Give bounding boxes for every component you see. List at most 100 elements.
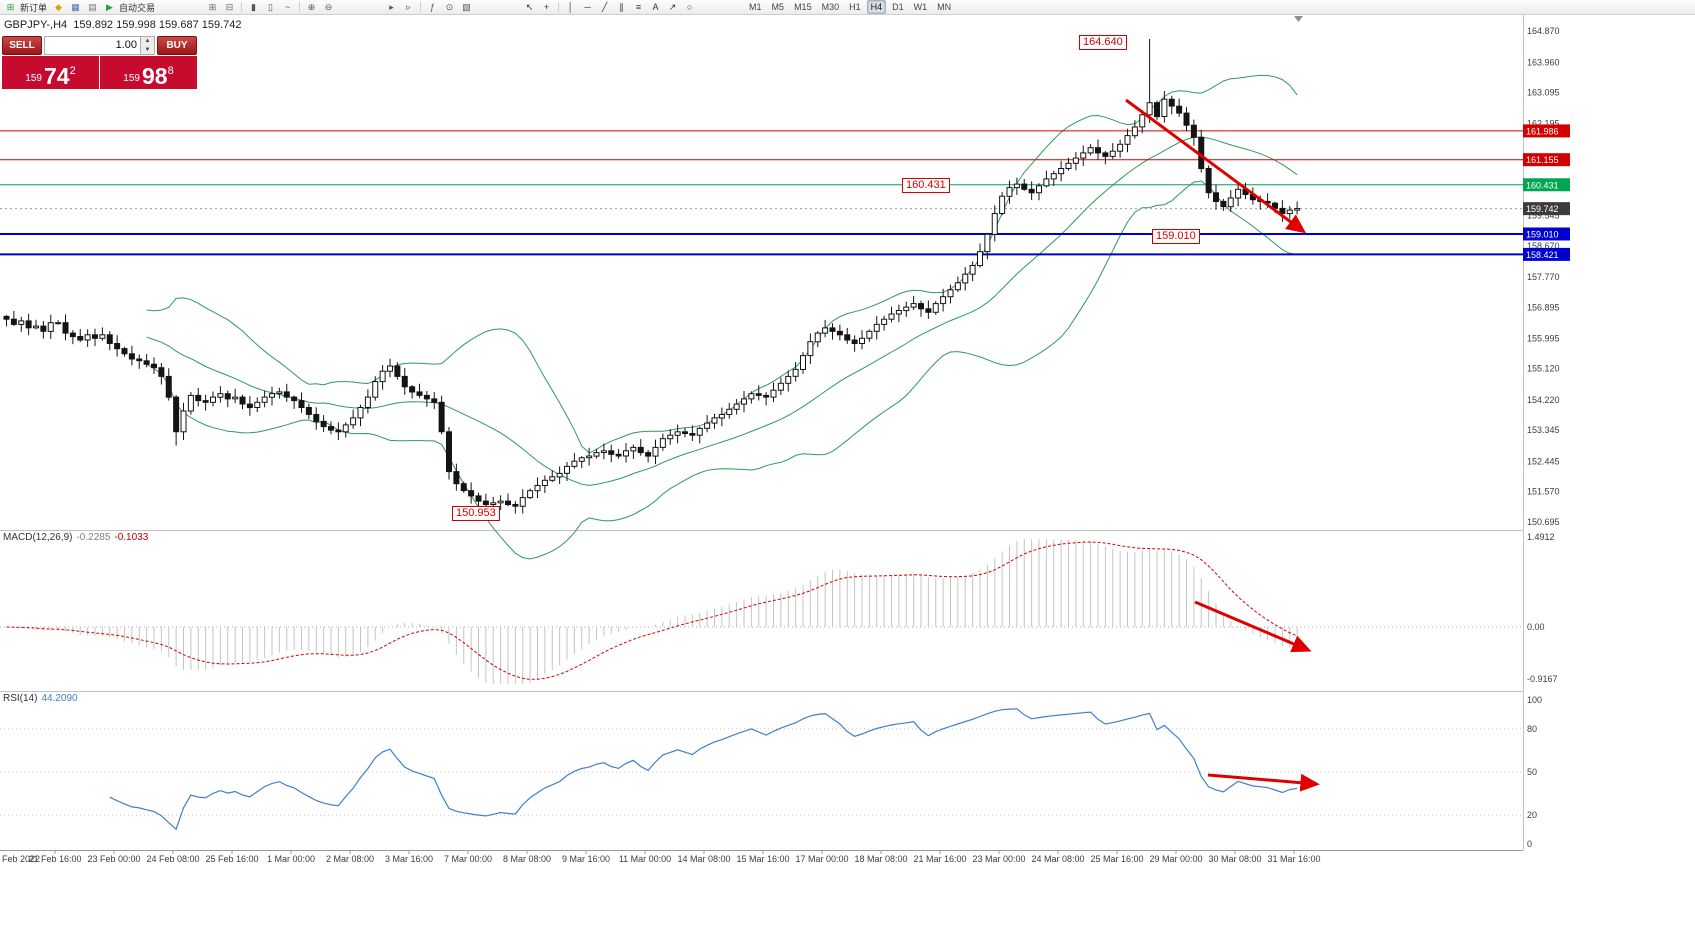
candle-body bbox=[305, 407, 312, 415]
trendline-icon[interactable]: ╱ bbox=[601, 2, 608, 12]
cursor-icon[interactable]: ↖ bbox=[525, 2, 534, 12]
bar-chart-icon[interactable]: ▮ bbox=[251, 2, 256, 12]
data-window-icon[interactable]: ▦ bbox=[71, 2, 80, 12]
candle-body bbox=[556, 472, 563, 478]
candle-body bbox=[460, 483, 467, 492]
candle-body bbox=[600, 450, 607, 453]
buy-button[interactable]: BUY bbox=[157, 36, 197, 55]
channel-icon[interactable]: ∥ bbox=[619, 2, 624, 12]
lot-decrease-button[interactable]: ▼ bbox=[141, 45, 154, 54]
new-order-label[interactable]: 新订单 bbox=[20, 2, 48, 13]
price-line-axis-label bbox=[1523, 124, 1570, 138]
candle-body bbox=[121, 348, 128, 355]
candle-body bbox=[652, 446, 659, 457]
vertical-line-icon[interactable]: │ bbox=[567, 2, 574, 12]
candle-body bbox=[888, 313, 895, 320]
sell-button[interactable]: SELL bbox=[2, 36, 42, 55]
candle-body bbox=[659, 438, 666, 448]
candle-body bbox=[505, 500, 511, 506]
fibonacci-icon[interactable]: ≡ bbox=[635, 2, 642, 12]
candle-body bbox=[1161, 98, 1168, 117]
candle-body bbox=[40, 325, 47, 332]
candle-body bbox=[1220, 200, 1227, 208]
market-watch-icon[interactable]: ◆ bbox=[55, 2, 62, 12]
profiles-icon[interactable]: ⊟ bbox=[225, 2, 234, 12]
candle-body bbox=[873, 323, 880, 332]
macd-indicator-label: MACD(12,26,9) -0.2285 -0.1033 bbox=[3, 532, 148, 543]
sell-price-display[interactable]: 159 74 2 bbox=[2, 56, 99, 89]
terminal-icon[interactable]: ▤ bbox=[88, 2, 97, 12]
zoom-out-icon[interactable]: ⊖ bbox=[324, 2, 333, 12]
candle-body bbox=[291, 396, 298, 402]
time-axis-label: 25 Mar 16:00 bbox=[1090, 854, 1143, 864]
periods-icon[interactable]: ⊙ bbox=[445, 2, 454, 12]
new-order-icon[interactable]: ⊞ bbox=[6, 2, 15, 12]
sell-price-pipette: 2 bbox=[69, 65, 76, 77]
candle-body bbox=[645, 452, 652, 457]
timeframe-w1-button[interactable]: W1 bbox=[913, 2, 928, 12]
timeframe-m5-button[interactable]: M5 bbox=[771, 2, 785, 12]
price-axis-tick: 156.895 bbox=[1527, 302, 1560, 312]
price-axis-tick: 158.670 bbox=[1527, 241, 1560, 251]
horizontal-line-icon[interactable]: ─ bbox=[584, 2, 591, 12]
indicators-icon[interactable]: ƒ bbox=[430, 2, 436, 12]
lot-size-value[interactable]: 1.00 bbox=[115, 39, 137, 51]
candle-body bbox=[446, 431, 452, 473]
trend-arrow[interactable] bbox=[1207, 773, 1320, 792]
buy-price-display[interactable]: 159 98 8 bbox=[100, 56, 197, 89]
toolbar-gap bbox=[337, 7, 383, 8]
arrows-tool-icon[interactable]: ↗ bbox=[668, 2, 677, 12]
timeframe-m15-button[interactable]: M15 bbox=[794, 2, 812, 12]
candle-body bbox=[106, 334, 113, 344]
lot-size-input[interactable]: 1.00 ▲ ▼ bbox=[44, 36, 155, 55]
crosshair-icon[interactable]: + bbox=[543, 2, 550, 12]
candle-body bbox=[667, 434, 674, 440]
autotrading-icon[interactable]: ▶ bbox=[106, 2, 113, 12]
timeframe-mn-button[interactable]: MN bbox=[937, 2, 952, 12]
trend-arrow[interactable] bbox=[1194, 600, 1312, 653]
candle-body bbox=[151, 363, 157, 369]
chart-shift-icon[interactable]: ▹ bbox=[406, 2, 411, 12]
candle-body bbox=[814, 332, 821, 343]
line-chart-icon[interactable]: ~ bbox=[284, 2, 291, 12]
lot-increase-button[interactable]: ▲ bbox=[141, 37, 154, 46]
candle-body bbox=[1279, 207, 1286, 215]
chart-shift-marker[interactable] bbox=[1294, 16, 1303, 22]
autotrading-label[interactable]: 自动交易 bbox=[119, 2, 156, 13]
candle-body bbox=[1168, 98, 1175, 107]
candle-body bbox=[10, 318, 17, 325]
candle-body bbox=[785, 375, 792, 384]
candle-body bbox=[423, 394, 430, 400]
timeframe-h1-button[interactable]: H1 bbox=[849, 2, 861, 12]
candle-body bbox=[276, 391, 283, 395]
shapes-icon[interactable]: ○ bbox=[686, 2, 693, 12]
time-axis-label: 9 Mar 16:00 bbox=[562, 854, 610, 864]
candlestick-chart-icon[interactable]: ▯ bbox=[268, 2, 273, 12]
trend-arrow[interactable] bbox=[1125, 98, 1307, 234]
time-axis-label: 2 Mar 08:00 bbox=[326, 854, 374, 864]
text-label-icon[interactable]: A bbox=[652, 2, 659, 12]
candle-body bbox=[47, 322, 54, 332]
new-chart-icon[interactable]: ⊞ bbox=[208, 2, 217, 12]
time-axis-label: 3 Mar 16:00 bbox=[385, 854, 433, 864]
macd-signal-value: -0.1033 bbox=[114, 532, 149, 543]
sell-price-big: 74 bbox=[43, 63, 70, 89]
zoom-in-icon[interactable]: ⊕ bbox=[307, 2, 316, 12]
candle-body bbox=[1065, 162, 1072, 170]
timeframe-m1-button[interactable]: M1 bbox=[749, 2, 762, 12]
buy-price-pipette: 8 bbox=[167, 65, 174, 77]
toolbar-separator bbox=[241, 2, 243, 12]
time-axis-label: 30 Mar 08:00 bbox=[1208, 854, 1261, 864]
candle-body bbox=[1058, 168, 1065, 175]
candle-body bbox=[571, 460, 578, 467]
symbol-ohlc-label: GBPJPY-,H4 159.892 159.998 159.687 159.7… bbox=[4, 19, 242, 31]
candle-body bbox=[859, 337, 865, 344]
timeframe-m30-button[interactable]: M30 bbox=[821, 2, 840, 12]
candle-body bbox=[770, 389, 777, 398]
auto-scroll-icon[interactable]: ▸ bbox=[389, 2, 394, 12]
timeframe-h4-button[interactable]: H4 bbox=[866, 0, 887, 14]
timeframe-d1-button[interactable]: D1 bbox=[892, 2, 904, 12]
candle-body bbox=[947, 289, 954, 298]
templates-icon[interactable]: ▧ bbox=[462, 2, 471, 12]
